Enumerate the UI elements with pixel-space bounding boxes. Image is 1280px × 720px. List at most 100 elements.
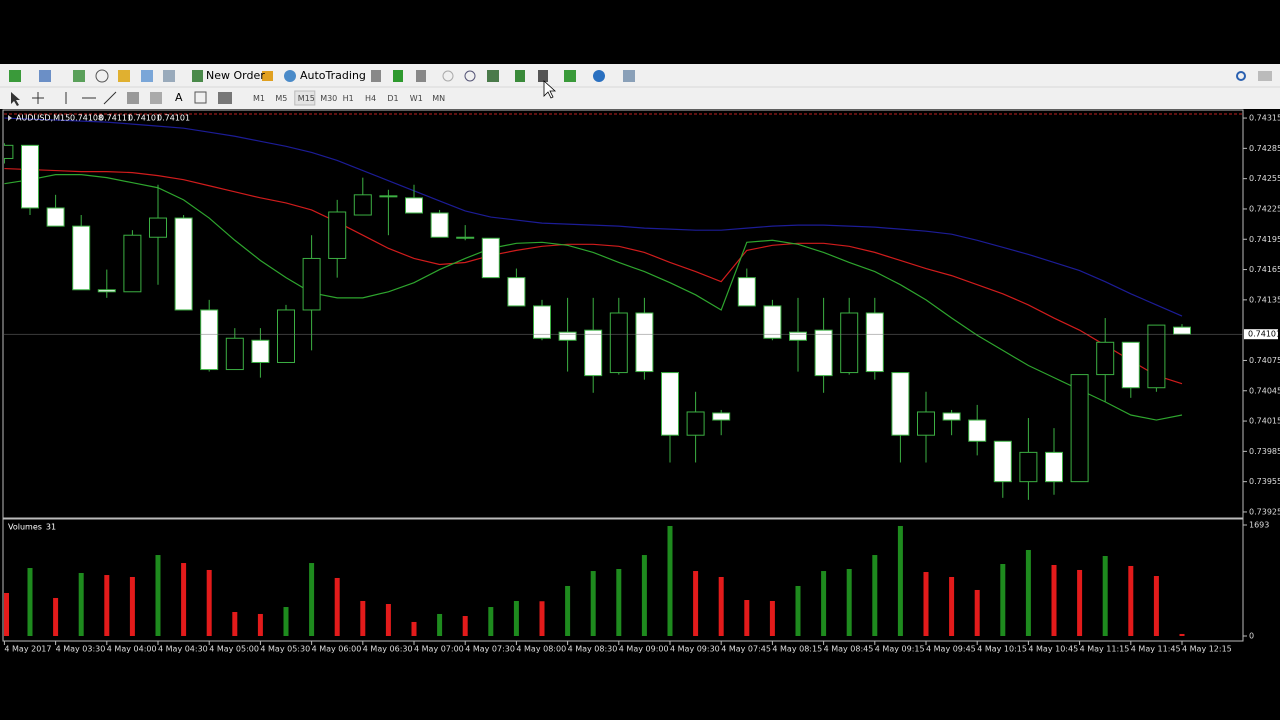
candle-body <box>661 372 679 436</box>
icon[interactable] <box>9 70 21 82</box>
y-tick-label: 0.74075 <box>1249 356 1280 365</box>
icon[interactable] <box>192 70 203 82</box>
icon[interactable] <box>515 70 525 82</box>
volume-bar <box>795 585 801 636</box>
x-tick-label: 4 May 03:30 <box>56 645 106 654</box>
axes: 0.74315 0.74285 0.74255 0.74225 0.74195 0.741… <box>3 114 1280 654</box>
icon[interactable] <box>32 92 44 104</box>
icon[interactable] <box>371 70 381 82</box>
volume-bar <box>949 576 955 636</box>
y-tick-label: 0.74045 <box>1249 386 1280 395</box>
icon[interactable] <box>118 70 130 82</box>
candle-body <box>865 312 884 373</box>
icon[interactable] <box>1258 71 1272 81</box>
volume-bar <box>769 600 775 636</box>
x-tick-label: 4 May 09:00 <box>619 645 669 654</box>
volume-bar <box>539 601 545 636</box>
icon[interactable] <box>73 70 85 82</box>
icon[interactable] <box>564 70 576 82</box>
timeframe-button[interactable]: MN <box>432 94 445 103</box>
icon[interactable] <box>262 71 273 81</box>
candle-body <box>405 197 423 214</box>
candle-body <box>763 305 782 339</box>
icon[interactable] <box>163 70 175 82</box>
mouse-cursor <box>543 80 557 99</box>
timeframe-button[interactable]: M30 <box>320 94 337 103</box>
volume-bar <box>181 563 187 636</box>
y-tick-label: 0.73925 <box>1249 507 1280 516</box>
icon[interactable] <box>416 70 426 82</box>
volume-bar <box>693 571 699 636</box>
candle-body <box>533 305 551 339</box>
candle-body <box>4 144 14 159</box>
timeframe-button[interactable]: D1 <box>387 94 398 103</box>
volume-bar <box>104 575 110 636</box>
icon[interactable] <box>218 92 232 104</box>
icon[interactable]: A <box>175 91 183 104</box>
x-tick-label: 4 May 10:45 <box>1028 645 1078 654</box>
volume-bar <box>27 568 33 636</box>
timeframe-button[interactable]: M1 <box>253 94 265 103</box>
x-tick-label: 4 May 11:15 <box>1080 645 1130 654</box>
volume-bar <box>616 568 622 636</box>
candle-body <box>1173 326 1191 335</box>
timeframe-button[interactable]: H1 <box>343 94 354 103</box>
candle-body <box>507 277 526 307</box>
icon[interactable] <box>127 92 139 104</box>
x-tick-label: 4 May 08:00 <box>516 645 566 654</box>
volume-frame <box>2 518 1244 642</box>
icon[interactable] <box>464 70 476 82</box>
volume-bar <box>129 576 135 636</box>
volume-bar <box>53 597 59 636</box>
ohlc-value: 0.74108 <box>70 114 103 123</box>
candle-body <box>123 234 142 293</box>
timeframe-button[interactable]: M15 <box>298 94 315 103</box>
icon[interactable] <box>393 70 403 82</box>
timeframe-button[interactable]: W1 <box>410 94 423 103</box>
y-tick-label: 0.74135 <box>1249 295 1280 304</box>
candle-body <box>456 236 475 239</box>
volume-bar <box>641 555 647 636</box>
icon[interactable] <box>65 91 117 105</box>
timeframe-button[interactable]: M5 <box>275 94 287 103</box>
candle-body <box>558 331 577 341</box>
autotrading-button[interactable]: AutoTrading <box>300 69 366 82</box>
icon[interactable] <box>538 70 548 82</box>
x-tick-label: 4 May 09:45 <box>926 645 976 654</box>
icon[interactable] <box>150 92 162 104</box>
icon[interactable] <box>593 70 605 82</box>
candle-body <box>789 331 807 341</box>
x-tick-label: 4 May 05:30 <box>260 645 310 654</box>
icon[interactable] <box>284 70 296 82</box>
icon[interactable] <box>11 92 20 106</box>
candle-body <box>353 194 372 216</box>
volume-bar <box>385 604 391 636</box>
timeframe-bar: M1 M5 M15 M30 H1 H4 D1 W1 MN <box>253 90 445 106</box>
candle-body <box>302 257 321 311</box>
candle-body <box>200 309 219 371</box>
new-order-button[interactable]: New Order <box>206 69 265 82</box>
moving-average <box>4 174 1183 421</box>
volume-bar <box>974 589 980 636</box>
icon[interactable] <box>623 70 635 82</box>
icon[interactable] <box>442 70 454 82</box>
candle-body <box>277 309 295 363</box>
icon[interactable] <box>39 70 51 82</box>
candle-body <box>814 329 833 377</box>
icon[interactable] <box>194 91 207 104</box>
y-tick-label: 0.74015 <box>1249 417 1280 426</box>
y-tick-label: 0.73985 <box>1249 447 1280 456</box>
volume-bar <box>897 525 903 636</box>
volume-bar <box>309 563 315 636</box>
toolbar-icons: A <box>9 69 1272 106</box>
icon[interactable] <box>1236 71 1246 81</box>
volume-bar <box>846 568 852 636</box>
candle-body <box>891 372 910 436</box>
current-price-label: 0.74101 <box>1248 330 1280 339</box>
icon[interactable] <box>487 70 499 82</box>
icon[interactable] <box>141 70 153 82</box>
timeframe-button[interactable]: H4 <box>365 94 376 103</box>
moving-average <box>4 117 1183 317</box>
icon[interactable] <box>95 69 109 83</box>
volume-y-tick-label: 1693 <box>1249 521 1269 530</box>
